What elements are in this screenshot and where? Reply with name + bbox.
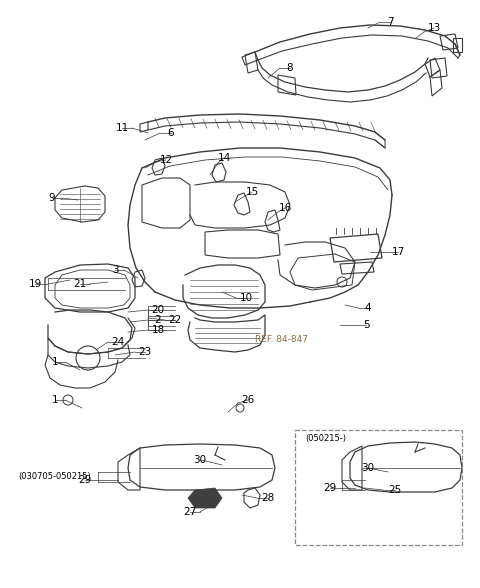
- Text: 19: 19: [28, 279, 42, 289]
- Text: 3: 3: [112, 265, 118, 275]
- Text: 29: 29: [78, 475, 92, 485]
- Text: 1: 1: [52, 357, 58, 367]
- Text: 16: 16: [278, 203, 292, 213]
- Text: 14: 14: [217, 153, 230, 163]
- Text: 12: 12: [159, 155, 173, 165]
- Text: 17: 17: [391, 247, 405, 257]
- Text: 10: 10: [240, 293, 252, 303]
- Text: 9: 9: [48, 193, 55, 203]
- Text: 22: 22: [168, 315, 181, 325]
- Text: REF. 84-847: REF. 84-847: [255, 336, 308, 345]
- Text: 13: 13: [427, 23, 441, 33]
- Text: 27: 27: [183, 507, 197, 517]
- Text: 11: 11: [115, 123, 129, 133]
- Text: 7: 7: [387, 17, 393, 27]
- Text: 28: 28: [262, 493, 275, 503]
- Text: (050215-): (050215-): [305, 433, 346, 443]
- Text: 25: 25: [388, 485, 402, 495]
- Text: 5: 5: [363, 320, 369, 330]
- Text: 26: 26: [241, 395, 254, 405]
- Text: 4: 4: [365, 303, 372, 313]
- Text: 18: 18: [151, 325, 165, 335]
- Text: 2: 2: [155, 315, 161, 325]
- Text: 8: 8: [287, 63, 293, 73]
- Polygon shape: [188, 488, 222, 508]
- Bar: [295, 430, 462, 545]
- Text: 29: 29: [324, 483, 336, 493]
- Text: 1: 1: [52, 395, 58, 405]
- Text: 21: 21: [73, 279, 86, 289]
- Text: 15: 15: [245, 187, 259, 197]
- Text: 6: 6: [168, 128, 174, 138]
- Text: 30: 30: [361, 463, 374, 473]
- Text: 24: 24: [111, 337, 125, 347]
- Text: 20: 20: [151, 305, 165, 315]
- Text: 30: 30: [193, 455, 206, 465]
- Text: 23: 23: [138, 347, 152, 357]
- Text: (030705-050215): (030705-050215): [18, 472, 91, 480]
